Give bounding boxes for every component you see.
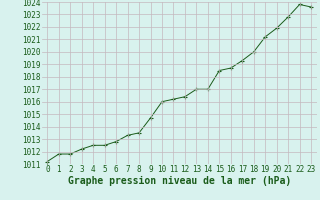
X-axis label: Graphe pression niveau de la mer (hPa): Graphe pression niveau de la mer (hPa): [68, 176, 291, 186]
